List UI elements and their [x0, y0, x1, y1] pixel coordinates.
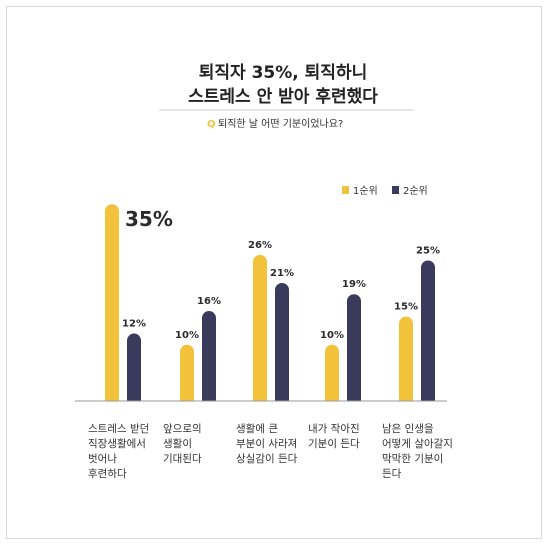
legend: 1순위 2순위 [342, 184, 428, 197]
bar-1순위-4 [325, 344, 339, 401]
category-label-5-line-3: 막막한 기분이 [382, 453, 443, 465]
category-label-4-line-1: 내가 작아진 [308, 423, 360, 435]
category-label-3-line-1: 생활에 큰 [236, 422, 278, 435]
value-label-1순위-3: 26% [248, 240, 272, 251]
value-label-1순위-5: 15% [394, 302, 418, 313]
legend-swatch-2 [392, 186, 399, 194]
category-label-5-line-4: 든다 [382, 468, 402, 480]
category-label-3-line-2: 부분이 사라져 [236, 438, 297, 450]
bar-2순위-5 [421, 260, 435, 401]
bar-1순위-3 [253, 254, 267, 401]
bar-2순위-4 [347, 294, 361, 401]
value-label-2순위-3: 21% [270, 268, 294, 279]
bar-2순위-3 [275, 282, 289, 401]
chart-title-line-1: 퇴직자 35%, 퇴직하니 [199, 63, 367, 83]
category-label-1-line-1: 스트레스 받던 [88, 423, 149, 435]
question-marker-icon: Q [207, 119, 216, 130]
category-label-2-line-1: 앞으로의 [163, 423, 202, 435]
legend-label-2: 2순위 [403, 184, 428, 197]
category-label-1-line-2: 직장생활에서 [88, 437, 146, 450]
chart-frame: 퇴직자 35%, 퇴직하니 스트레스 안 받아 후련했다 Q 퇴직한 날 어떤 … [6, 6, 542, 539]
category-label-3-line-3: 상실감이 든다 [236, 453, 298, 465]
value-label-2순위-4: 19% [342, 279, 366, 290]
category-label-2-line-2: 생활이 [163, 437, 192, 450]
bars-layer: 35% 12% 10% 16% 26% 21% 10% 19% 15% 25% [105, 204, 440, 401]
category-label-5-line-1: 남은 인생을 [382, 423, 434, 435]
bar-1순위-1 [105, 204, 119, 401]
bar-1순위-2 [180, 344, 194, 401]
category-label-2-line-3: 기대된다 [163, 453, 202, 465]
chart-subtitle-question: 퇴직한 날 어떤 기분이었나요? [218, 118, 343, 130]
legend-swatch-1 [342, 186, 349, 194]
value-label-2순위-5: 25% [416, 245, 440, 256]
chart-title: 퇴직자 35%, 퇴직하니 스트레스 안 받아 후련했다 [188, 63, 378, 107]
value-label-1순위-1: 35% [125, 207, 173, 231]
value-label-1순위-2: 10% [175, 330, 199, 341]
category-label-1-line-4: 후련하다 [88, 467, 127, 480]
value-label-1순위-4: 10% [320, 330, 344, 341]
chart-title-line-2: 스트레스 안 받아 후련했다 [188, 86, 378, 107]
bar-2순위-1 [127, 333, 141, 401]
value-label-2순위-2: 16% [197, 296, 221, 307]
legend-label-1: 1순위 [353, 184, 378, 197]
bar-2순위-2 [202, 311, 216, 401]
category-label-4-line-2: 기분이 든다 [308, 438, 360, 450]
value-label-2순위-1: 12% [122, 319, 146, 330]
bar-1순위-5 [399, 316, 413, 401]
category-label-1-line-3: 벗어나 [88, 453, 117, 465]
category-label-5-line-2: 어떻게 살아갈지 [382, 437, 453, 450]
chart-svg: 퇴직자 35%, 퇴직하니 스트레스 안 받아 후련했다 Q 퇴직한 날 어떤 … [75, 63, 453, 480]
